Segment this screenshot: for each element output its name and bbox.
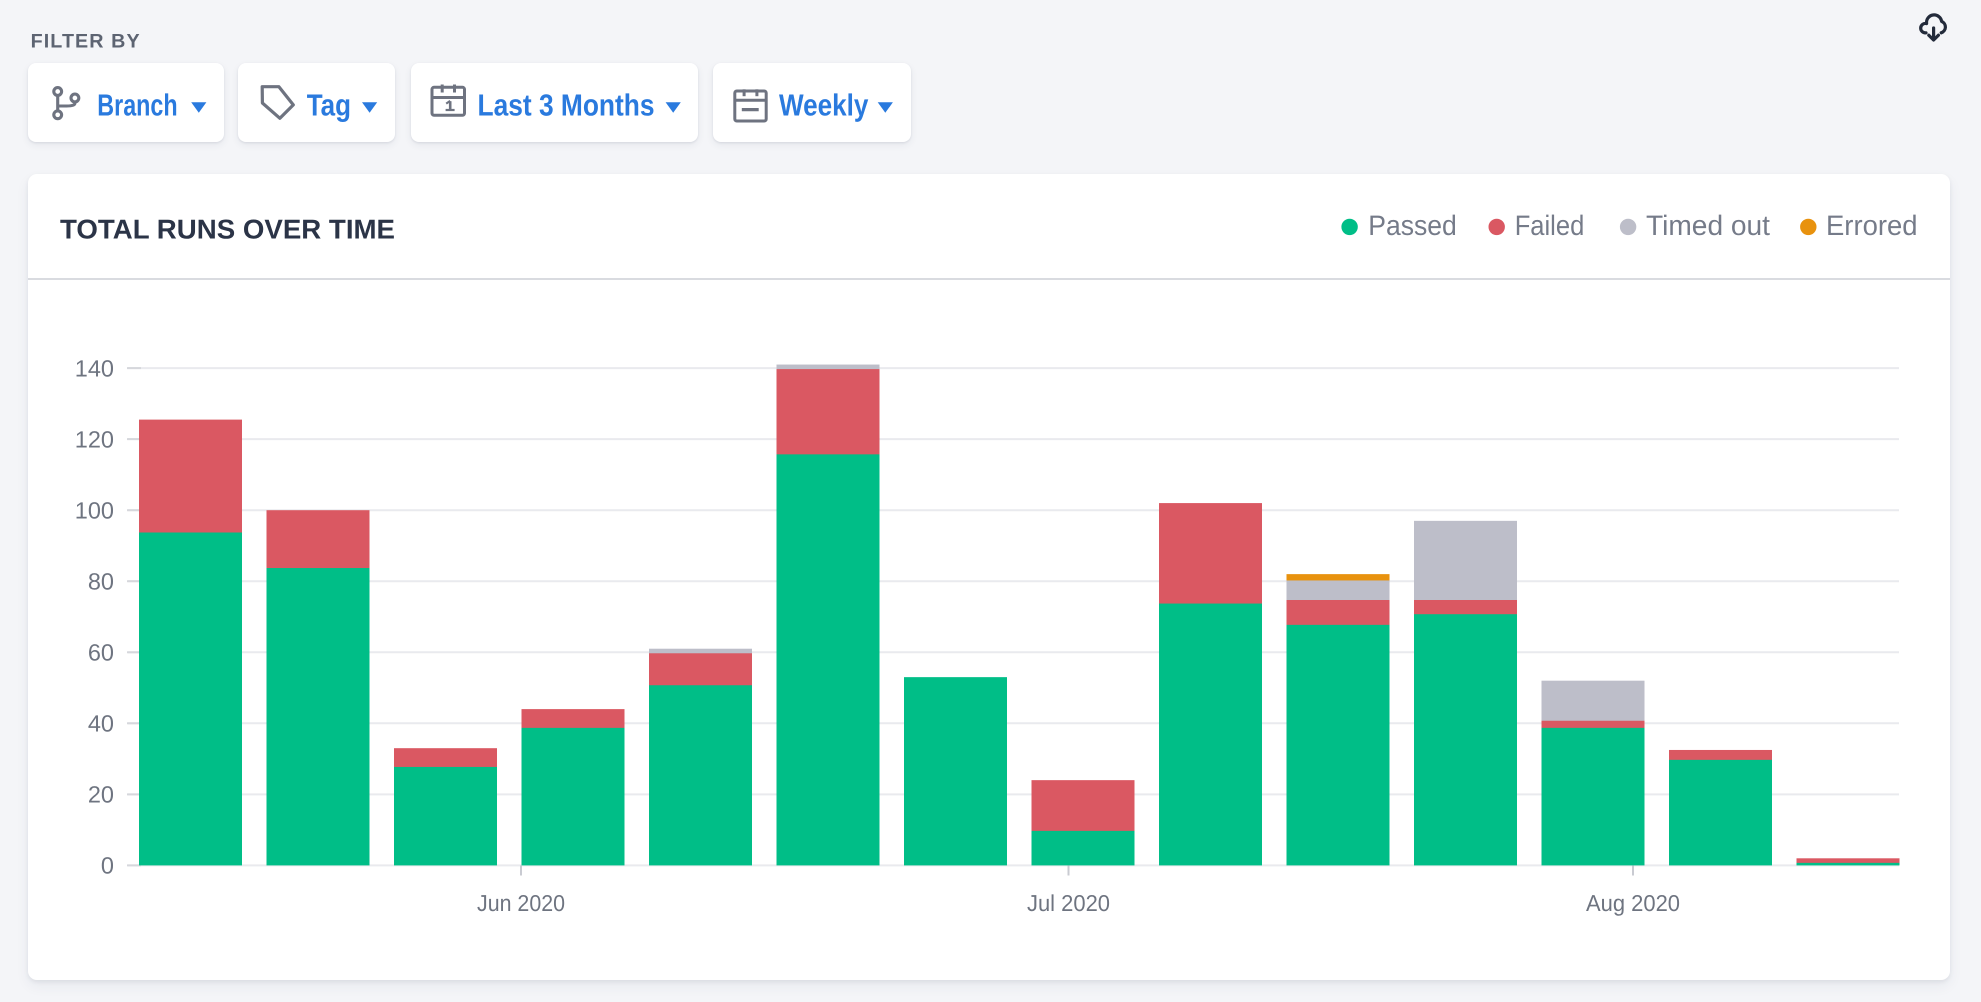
- svg-text:FILTER BY: FILTER BY: [31, 30, 140, 52]
